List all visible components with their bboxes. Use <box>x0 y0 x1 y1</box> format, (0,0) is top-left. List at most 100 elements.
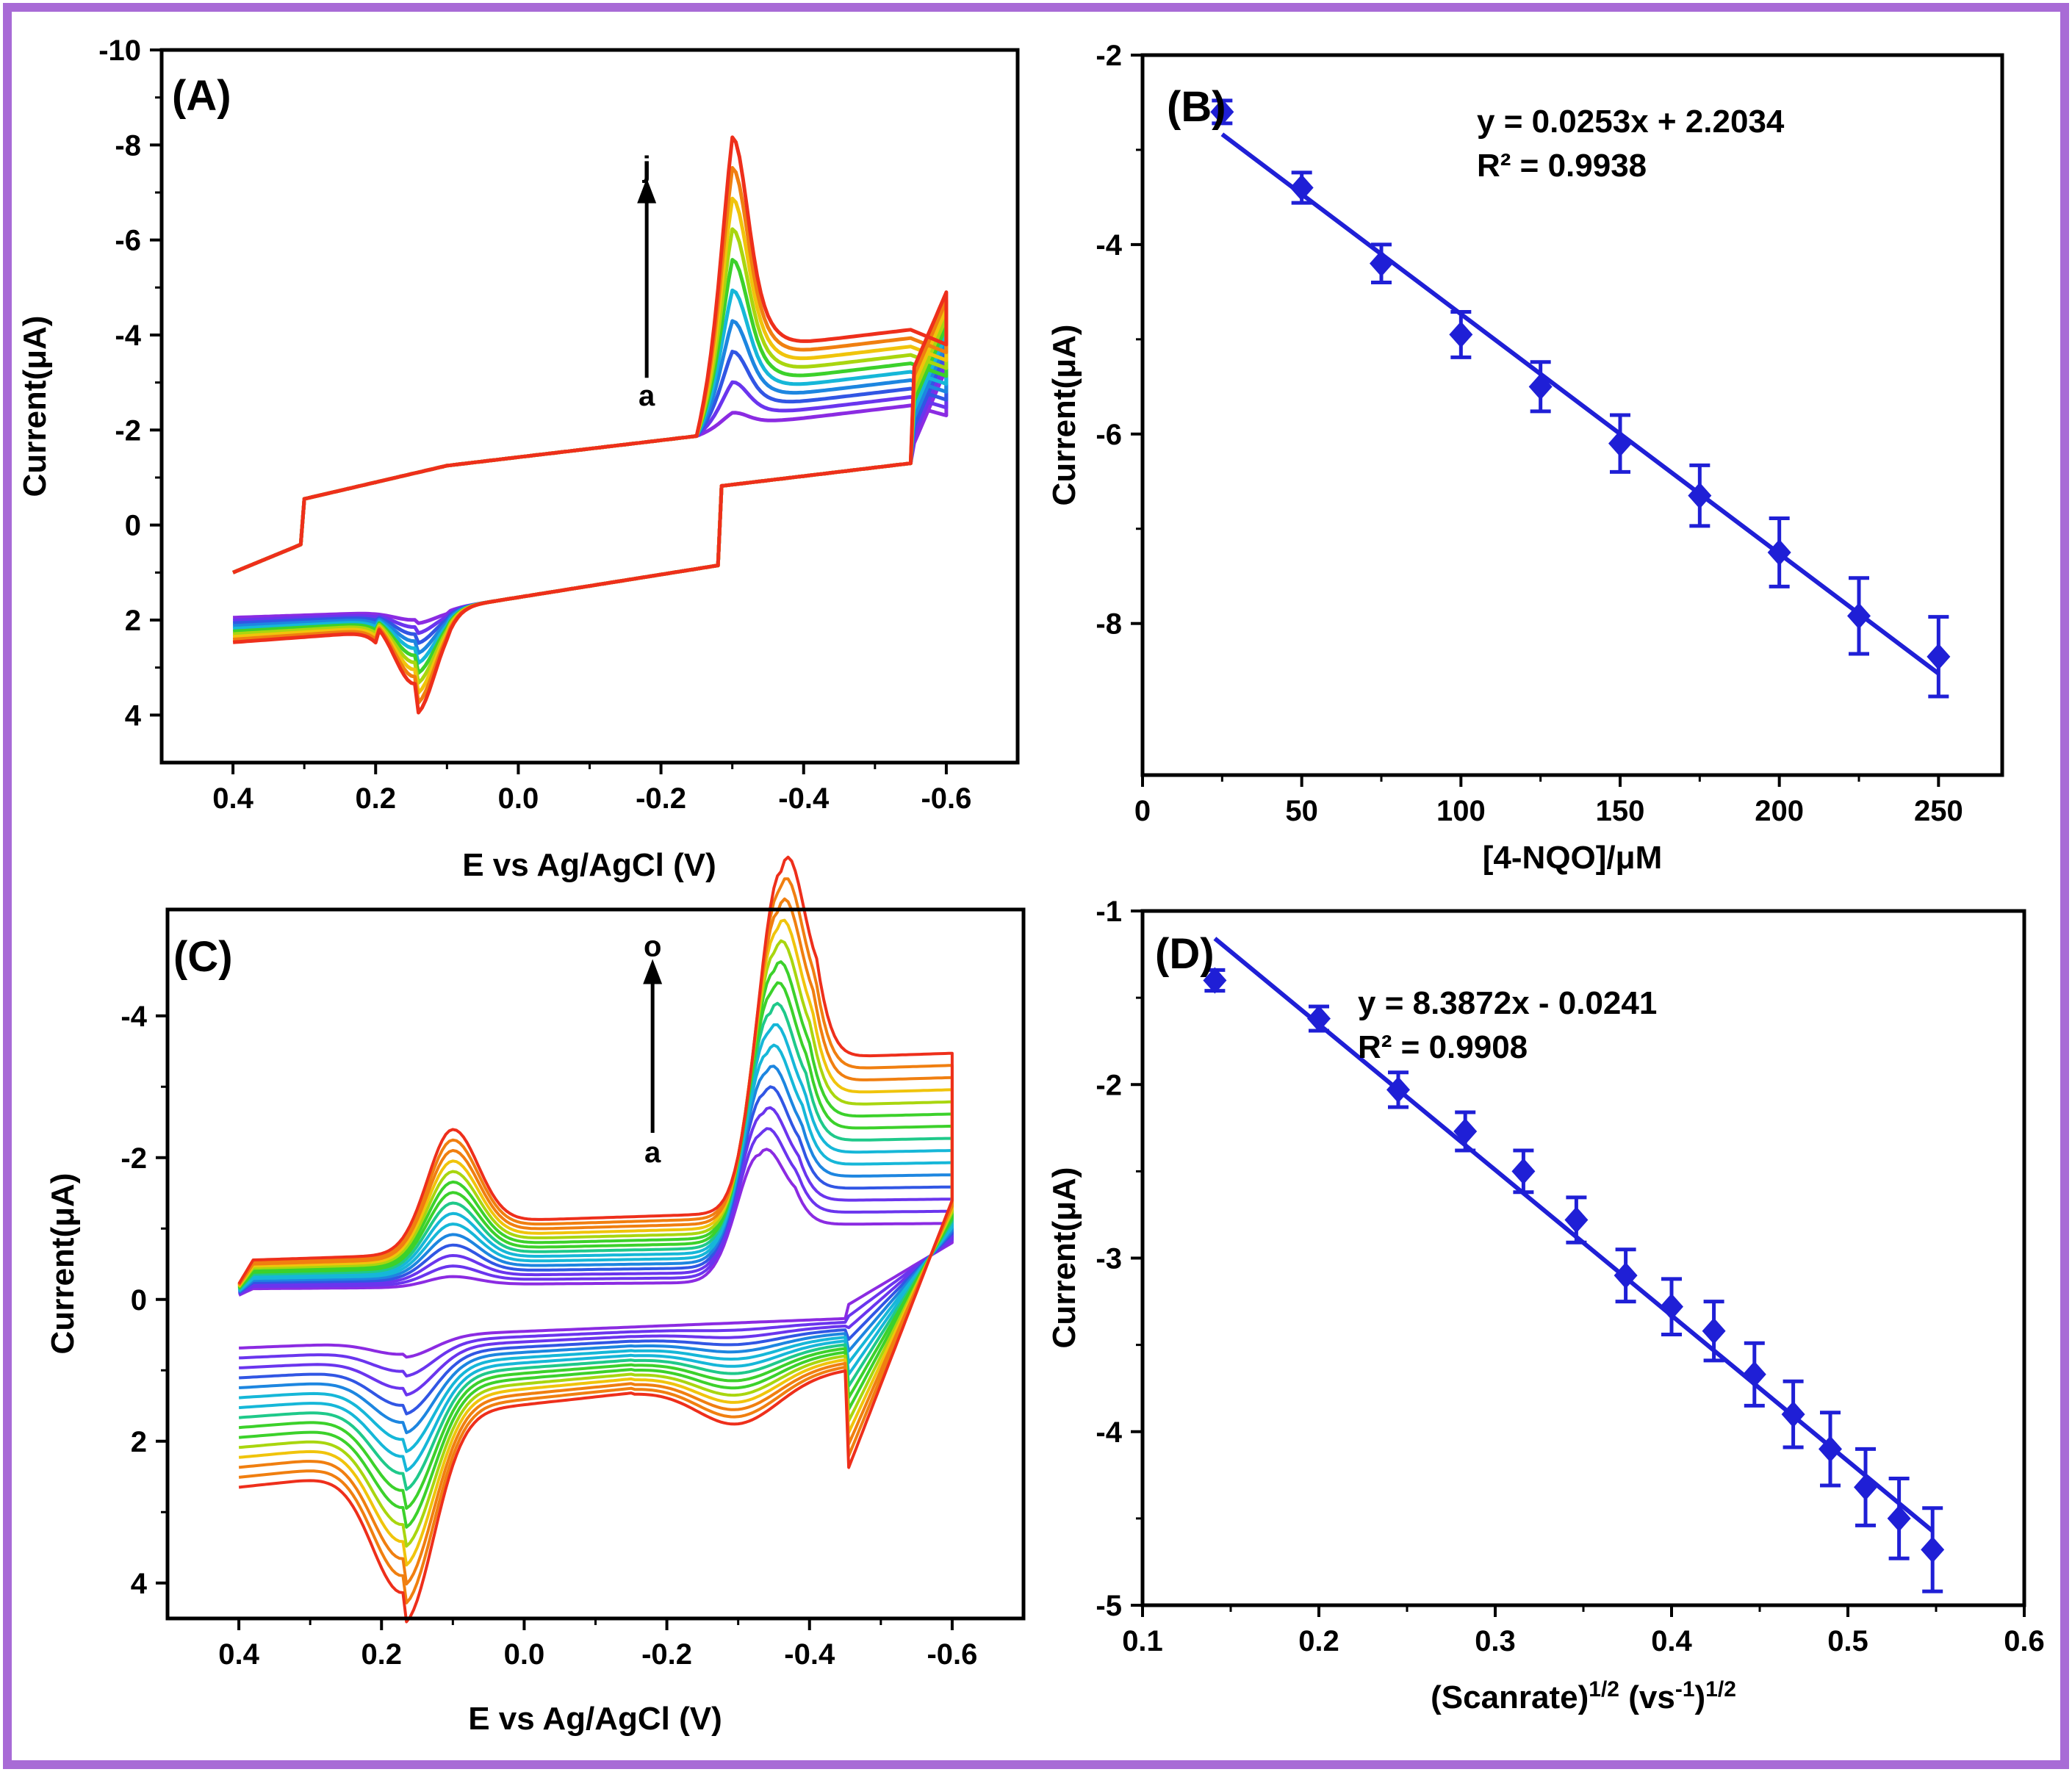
panel-a-cv-curve <box>232 349 949 645</box>
panel-c-ticks: 0.4 0.2 0.0 -0.2 -0.4 -0.6 -4 -2 0 2 4 <box>120 1001 977 1671</box>
panel-d-label: (D) <box>1155 930 1215 978</box>
panel-c-ytick-label: 2 <box>131 1426 147 1458</box>
panel-d-xtick-label: 0.5 <box>1827 1625 1868 1657</box>
panel-a-end-label: j <box>642 151 651 184</box>
panel-c-cv-curve <box>237 855 954 1624</box>
panel-d-ylabel: Current(μA) <box>1046 1167 1082 1349</box>
panel-a-xlabel: E vs Ag/AgCl (V) <box>462 847 716 883</box>
panel-b-data-point <box>1608 430 1632 457</box>
panel-d-scanrate-fit: 0.1 0.2 0.3 0.4 0.5 0.6 -1 -2 -3 -4 -5 (D) y = 8.3… <box>1046 896 2045 1715</box>
panel-a-curves <box>232 135 949 715</box>
panel-d-xtick-label: 0.3 <box>1475 1625 1516 1657</box>
panel-d-xtick-label: 0.6 <box>2004 1625 2045 1657</box>
panel-b-ytick-label: -4 <box>1096 229 1122 262</box>
panel-b-data-point <box>1289 174 1314 201</box>
panel-d-xlabel-end: ) <box>1695 1679 1706 1715</box>
panel-d-ytick-label: -3 <box>1096 1243 1122 1275</box>
panel-b-xtick-label: 150 <box>1596 795 1645 827</box>
panel-b-fit-line <box>1220 132 1940 676</box>
panel-d-xtick-label: 0.2 <box>1298 1625 1339 1657</box>
panel-b-xtick-label: 50 <box>1285 795 1318 827</box>
panel-a-ytick-label: 4 <box>125 699 142 732</box>
panel-d-data-point <box>1660 1293 1683 1320</box>
panel-c-xtick-label: 0.4 <box>218 1638 259 1671</box>
panel-d-ytick-label: -2 <box>1096 1069 1122 1101</box>
panel-a-xtick-label: -0.4 <box>778 782 830 815</box>
panel-a-ytick-label: -8 <box>115 129 141 162</box>
panel-c-ytick-label: -4 <box>120 1001 147 1033</box>
panel-d-xtick-label: 0.4 <box>1651 1625 1692 1657</box>
panel-d-data-point <box>1453 1118 1478 1145</box>
panel-b-r-squared: R² = 0.9938 <box>1477 148 1647 184</box>
panel-d-data-point <box>1819 1436 1842 1463</box>
panel-c-label: (C) <box>173 933 233 981</box>
panel-a-xtick-label: -0.6 <box>921 782 971 815</box>
panel-b-data-point <box>1767 539 1791 566</box>
panel-a-ytick-label: -10 <box>98 35 141 67</box>
figure-border <box>3 3 2069 1769</box>
panel-b-label: (B) <box>1167 83 1226 131</box>
panel-a-ytick-label: 2 <box>125 605 141 637</box>
panel-a-cv-curve <box>232 258 949 675</box>
panel-a-xtick-label: 0.4 <box>212 782 253 815</box>
panel-d-xtick-label: 0.1 <box>1122 1625 1163 1657</box>
panel-d-data <box>1203 937 1945 1593</box>
panel-c-end-label: o <box>644 931 661 963</box>
panel-c-ytick-label: 4 <box>131 1568 148 1600</box>
panel-d-data-point <box>1307 1005 1331 1032</box>
panel-a-ytick-label: 0 <box>125 510 141 542</box>
panel-c-ytick-label: 0 <box>131 1284 147 1317</box>
panel-c-cv-curve <box>237 960 954 1529</box>
panel-d-data-point <box>1564 1206 1589 1233</box>
panel-c-arrow-head <box>643 959 663 984</box>
panel-d-data-point <box>1781 1401 1805 1428</box>
panel-c-cv-curve <box>237 981 954 1510</box>
panel-b-xtick-label: 250 <box>1914 795 1963 827</box>
panel-b-calibration: 0 50 100 150 200 250 -2 -4 -6 -8 (B) y = 0.0253x … <box>1046 40 2004 876</box>
panel-c-xtick-label: -0.6 <box>927 1638 977 1671</box>
panel-d-data-point <box>1614 1262 1638 1289</box>
panel-a-arrow-head <box>637 178 657 204</box>
panel-b-data <box>1210 98 1951 699</box>
panel-a-xtick-label: 0.0 <box>498 782 539 815</box>
panel-d-ytick-label: -5 <box>1096 1590 1122 1622</box>
panel-d-xlabel-base: (Scanrate) <box>1431 1679 1589 1715</box>
panel-d-ticks: 0.1 0.2 0.3 0.4 0.5 0.6 -1 -2 -3 -4 -5 <box>1096 896 2044 1657</box>
panel-b-xtick-label: 0 <box>1134 795 1151 827</box>
panel-b-data-point <box>1847 602 1871 630</box>
panel-a-ytick-label: -4 <box>115 320 141 352</box>
panel-c-cv-curve <box>237 939 954 1548</box>
panel-a-ytick-label: -6 <box>115 225 141 257</box>
panel-b-ytick-label: -8 <box>1096 608 1122 641</box>
panel-a-ylabel: Current(μA) <box>17 316 53 497</box>
panel-c-xtick-label: -0.2 <box>641 1638 692 1671</box>
panel-a-ytick-label: -2 <box>115 414 141 447</box>
panel-d-fit-line <box>1213 937 1935 1533</box>
panel-d-data-point <box>1203 967 1227 994</box>
panel-a-xtick-label: -0.2 <box>636 782 686 815</box>
panel-c-xlabel: E vs Ag/AgCl (V) <box>468 1701 722 1737</box>
panel-b-data-point <box>1370 250 1393 277</box>
panel-b-equation: y = 0.0253x + 2.2034 <box>1477 104 1785 140</box>
panel-a-cv-curve <box>232 358 949 635</box>
panel-a-xtick-label: 0.2 <box>355 782 396 815</box>
panel-c-ytick-label: -2 <box>120 1142 147 1175</box>
panel-d-xlabel-sup3: 1/2 <box>1705 1677 1736 1701</box>
panel-d-data-point <box>1854 1474 1877 1501</box>
panel-d-r-squared: R² = 0.9908 <box>1358 1029 1528 1065</box>
panel-b-plot-frame <box>1140 53 2004 777</box>
panel-d-xlabel-sup2: -1 <box>1675 1677 1695 1701</box>
panel-b-ytick-label: -6 <box>1096 419 1122 451</box>
panel-b-data-point <box>1528 373 1553 400</box>
panel-c-curves <box>237 855 954 1624</box>
panel-a-cv-curve <box>232 135 949 715</box>
panel-c-xtick-label: -0.4 <box>784 1638 835 1671</box>
panel-a-ticks: 0.4 0.2 0.0 -0.2 -0.4 -0.6 -10 -8 -6 -4 -2 0 2 4 <box>98 35 971 815</box>
panel-d-xlabel-sup1: 1/2 <box>1589 1677 1619 1701</box>
panel-a-label: (A) <box>172 72 231 120</box>
panel-b-xtick-label: 200 <box>1755 795 1804 827</box>
panel-b-data-point <box>1449 321 1473 348</box>
panel-d-equation: y = 8.3872x - 0.0241 <box>1358 985 1657 1021</box>
panel-d-data-point <box>1742 1361 1766 1388</box>
